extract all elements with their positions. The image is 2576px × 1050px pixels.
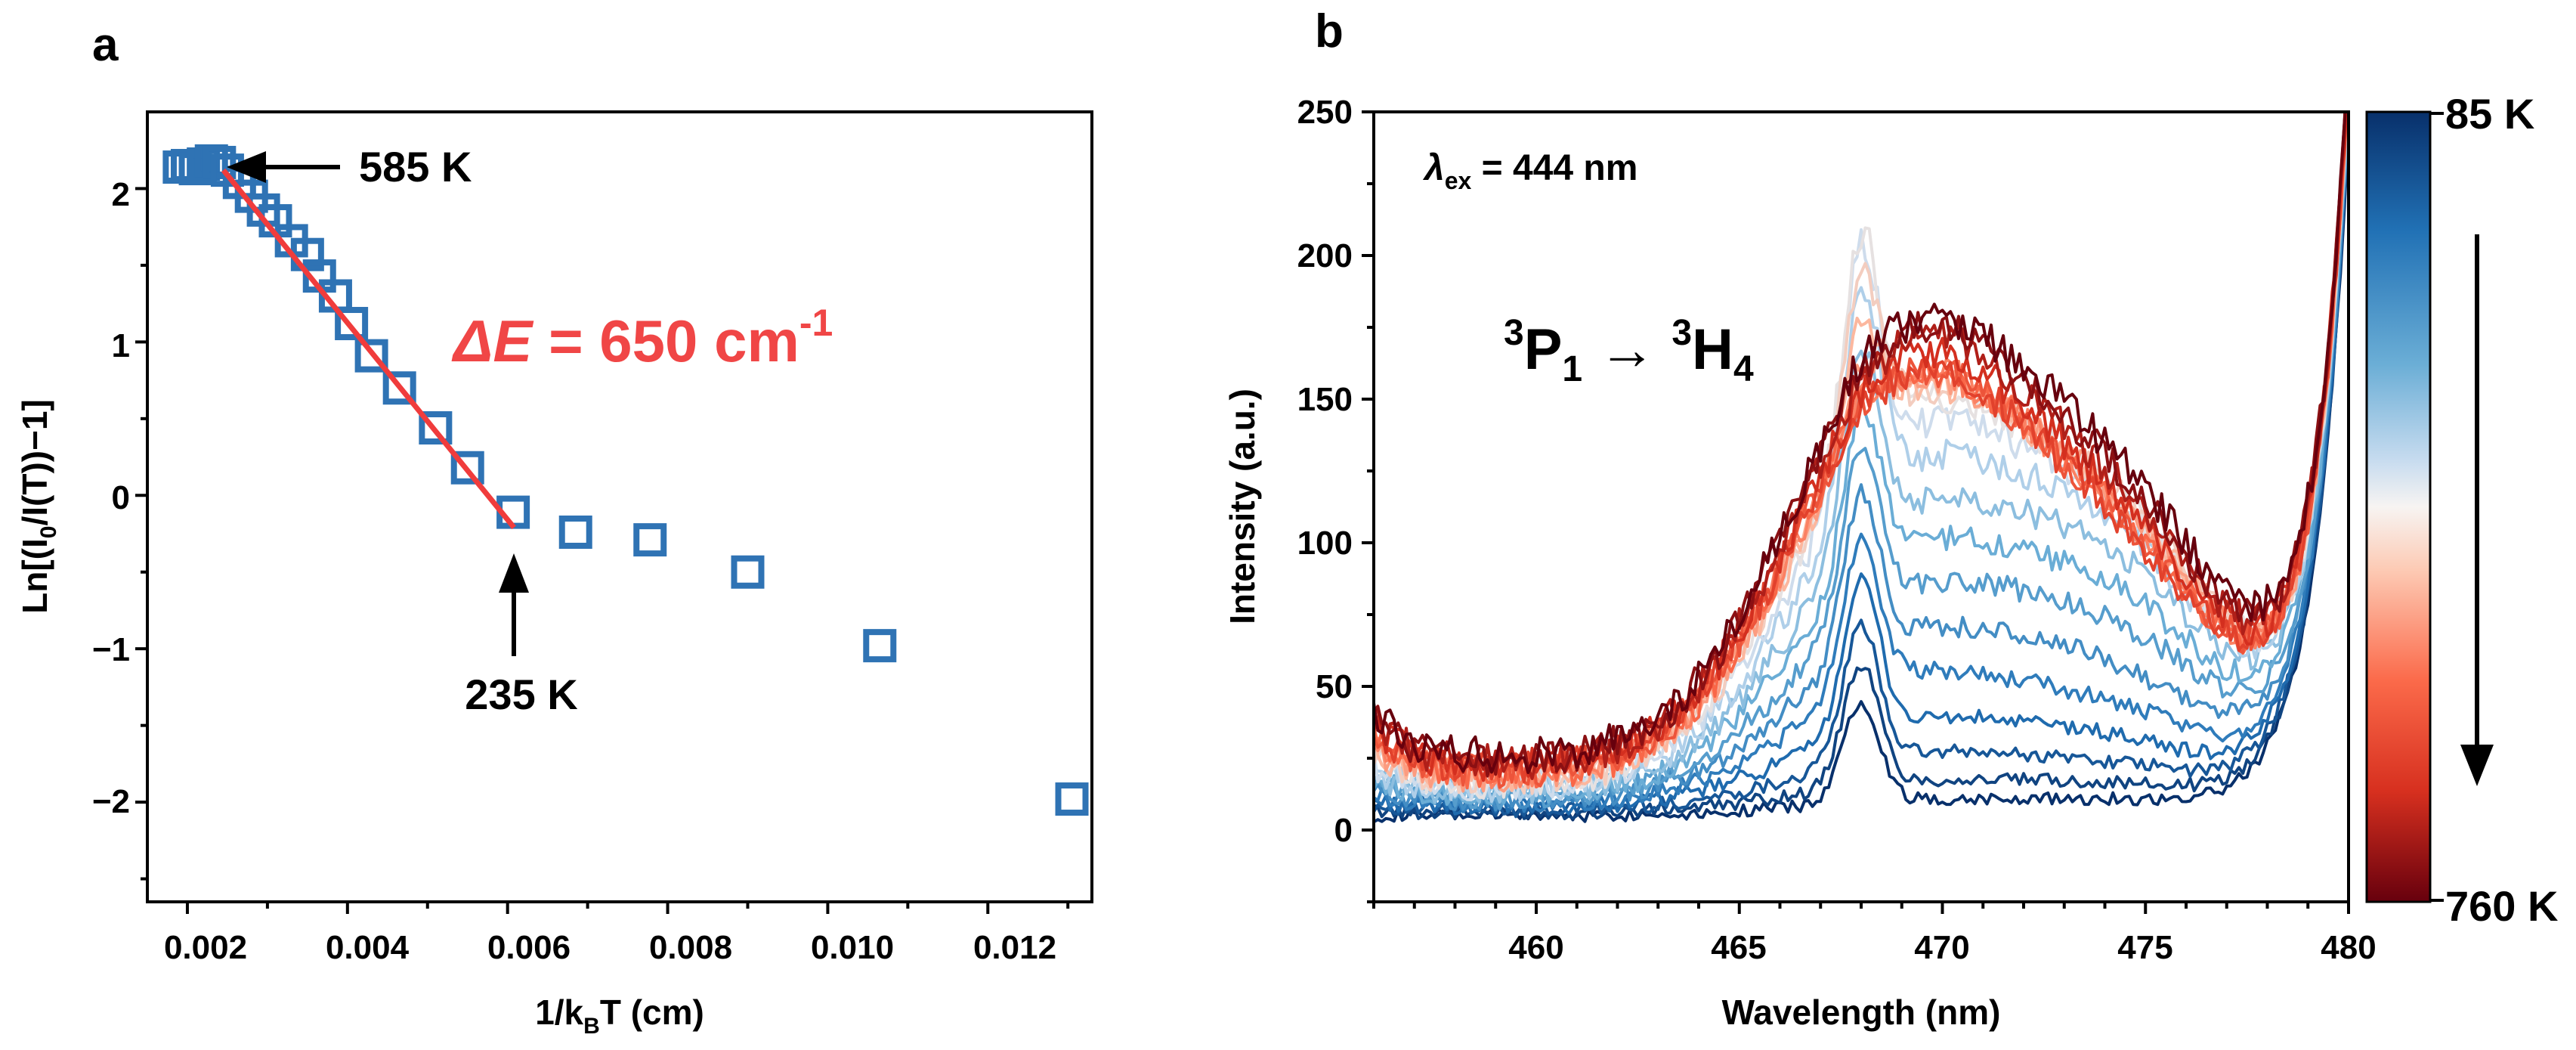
y-tick-label: 0 xyxy=(112,479,130,516)
y-tick-label: −2 xyxy=(92,783,130,820)
y-tick-label: 200 xyxy=(1297,237,1353,274)
panel-a-y-tick-labels: 2 1 0 −1 −2 xyxy=(92,176,130,820)
panel-b-x-tick-labels: 460 465 470 475 480 xyxy=(1508,929,2376,966)
panel-b: b 460 465 470 475 480 250 200 150 100 50… xyxy=(1223,5,2558,1032)
arrow-up-icon xyxy=(499,553,529,593)
colorbar-gradient xyxy=(2365,110,2432,903)
data-point xyxy=(335,307,369,341)
spectrum-series-line xyxy=(1374,112,2349,811)
arrow-down-icon xyxy=(2460,745,2494,786)
x-tick-label: 0.010 xyxy=(811,929,894,966)
x-tick-label: 480 xyxy=(2321,929,2376,966)
y-tick-label: 2 xyxy=(112,176,130,213)
panel-a-x-tick-labels: 0.002 0.004 0.006 0.008 0.010 0.012 xyxy=(164,929,1056,966)
y-tick-label: 150 xyxy=(1297,381,1353,418)
data-point xyxy=(731,555,765,589)
panel-a-label: a xyxy=(92,19,119,71)
data-point xyxy=(450,451,484,485)
arrow-left-icon xyxy=(227,151,266,183)
x-tick-label: 0.002 xyxy=(164,929,247,966)
x-tick-label: 0.012 xyxy=(973,929,1056,966)
data-point xyxy=(354,339,388,373)
x-tick-label: 0.004 xyxy=(326,929,410,966)
y-tick-label: 250 xyxy=(1297,94,1353,131)
spectrum-series-line xyxy=(1374,124,2349,823)
spectrum-series-line xyxy=(1374,122,2349,819)
spectrum-series-line xyxy=(1374,112,2349,804)
annotation-585k: 585 K xyxy=(227,143,472,190)
data-point xyxy=(633,523,667,557)
x-tick-label: 475 xyxy=(2117,929,2172,966)
x-tick-label: 0.008 xyxy=(649,929,732,966)
transition-label: 3P1 → 3H4 xyxy=(1504,313,1754,389)
y-tick-label: 0 xyxy=(1334,812,1353,849)
spectrum-series-line xyxy=(1374,112,2349,813)
data-point xyxy=(558,515,592,549)
panel-a: a 0.002 0.004 0.006 0.008 0.010 0.012 2 … xyxy=(15,19,1093,1039)
panel-a-x-axis-title: 1/kBT (cm) xyxy=(535,993,704,1039)
annotation-235k-label: 235 K xyxy=(465,671,577,718)
spectrum-series-line xyxy=(1374,112,2349,782)
y-tick-label: −1 xyxy=(92,631,130,668)
y-tick-label: 100 xyxy=(1297,525,1353,562)
colorbar-bottom-label: 760 K xyxy=(2445,882,2558,930)
panel-b-x-axis-title: Wavelength (nm) xyxy=(1722,993,2001,1032)
spectrum-series-line xyxy=(1374,122,2349,821)
panel-a-frame xyxy=(146,110,1093,903)
panel-b-ticks xyxy=(1362,110,2350,914)
panel-b-y-tick-labels: 250 200 150 100 50 0 xyxy=(1297,94,1353,849)
data-point xyxy=(863,629,897,663)
colorbar: 85 K 760 K xyxy=(2365,90,2558,930)
annotation-235k: 235 K xyxy=(465,553,578,718)
spectrum-series-line xyxy=(1374,112,2347,774)
fit-line xyxy=(221,168,516,530)
excitation-label: λex = 444 nm xyxy=(1422,148,1637,194)
x-tick-label: 465 xyxy=(1711,929,1766,966)
spectrum-series-line xyxy=(1374,112,2349,805)
fit-energy-label: ΔE = 650 cm-1 xyxy=(451,302,833,374)
panel-b-label: b xyxy=(1315,5,1344,57)
data-point xyxy=(203,145,237,179)
colorbar-top-label: 85 K xyxy=(2445,90,2534,138)
panel-a-y-axis-title: Ln[(I0/I(T))−1] xyxy=(15,399,61,614)
panel-b-y-axis-title: Intensity (a.u.) xyxy=(1223,389,1262,624)
data-point xyxy=(1055,782,1089,816)
data-point xyxy=(382,371,416,405)
x-tick-label: 460 xyxy=(1508,929,1563,966)
spectrum-series-line xyxy=(1374,112,2349,806)
x-tick-label: 0.006 xyxy=(487,929,571,966)
y-tick-label: 1 xyxy=(112,327,130,364)
data-point xyxy=(419,411,453,444)
panel-a-data-points xyxy=(162,144,1089,816)
y-tick-label: 50 xyxy=(1316,668,1353,705)
spectra xyxy=(1374,112,2349,823)
spectrum-series-line xyxy=(1374,115,2349,816)
panel-a-ticks xyxy=(135,187,1070,914)
annotation-585k-label: 585 K xyxy=(359,143,472,190)
x-tick-label: 470 xyxy=(1914,929,1969,966)
spectrum-series-line xyxy=(1374,112,2349,801)
